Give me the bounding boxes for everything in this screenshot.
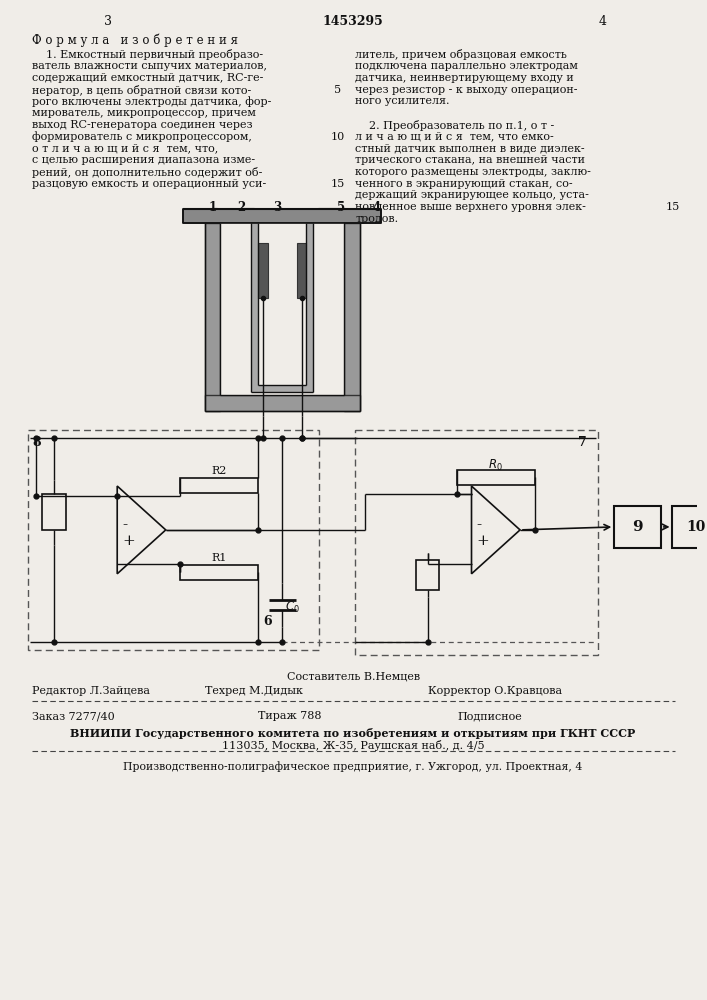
Bar [355, 430, 597, 655]
Bar [251, 385, 314, 392]
Text: 4: 4 [599, 15, 607, 28]
Text: разцовую емкость и операционный уси-: разцовую емкость и операционный уси- [32, 179, 266, 189]
Bar [307, 223, 313, 385]
Text: о т л и ч а ю щ и й с я  тем, что,: о т л и ч а ю щ и й с я тем, что, [32, 143, 218, 153]
Text: Техред М.Дидык: Техред М.Дидык [204, 686, 303, 696]
Text: мирователь, микропроцессор, причем: мирователь, микропроцессор, причем [32, 108, 256, 118]
Text: подключена параллельно электродам: подключена параллельно электродам [355, 61, 578, 71]
Text: R1: R1 [211, 553, 227, 563]
Text: ченного в экранирующий стакан, со-: ченного в экранирующий стакан, со- [355, 179, 573, 189]
Bar [180, 565, 258, 580]
Text: 1: 1 [209, 201, 216, 214]
Text: с целью расширения диапазона изме-: с целью расширения диапазона изме- [32, 155, 255, 165]
Bar [672, 506, 707, 548]
Text: тродов.: тродов. [355, 214, 398, 224]
Text: Составитель В.Немцев: Составитель В.Немцев [286, 672, 420, 682]
Text: 1453295: 1453295 [322, 15, 383, 28]
Bar [204, 395, 360, 411]
Bar [344, 223, 360, 411]
Text: рений, он дополнительно содержит об-: рений, он дополнительно содержит об- [32, 167, 262, 178]
Bar [183, 209, 381, 223]
Text: R2: R2 [211, 466, 227, 476]
Bar [258, 243, 268, 298]
Text: которого размещены электроды, заклю-: которого размещены электроды, заклю- [355, 167, 591, 177]
Text: стный датчик выполнен в виде диэлек-: стный датчик выполнен в виде диэлек- [355, 143, 585, 153]
Text: 3: 3 [103, 15, 112, 28]
Text: трического стакана, на внешней части: трического стакана, на внешней части [355, 155, 585, 165]
Bar [42, 494, 66, 530]
Text: содержащий емкостный датчик, RC-ге-: содержащий емкостный датчик, RC-ге- [32, 73, 263, 83]
Text: $R_0$: $R_0$ [489, 458, 503, 473]
Bar [251, 223, 258, 385]
Text: новленное выше верхнего уровня элек-: новленное выше верхнего уровня элек- [355, 202, 586, 212]
Text: л и ч а ю щ и й с я  тем, что емко-: л и ч а ю щ и й с я тем, что емко- [355, 132, 554, 142]
Text: ного усилителя.: ного усилителя. [355, 96, 450, 106]
Bar [204, 223, 220, 411]
Text: Заказ 7277/40: Заказ 7277/40 [32, 711, 115, 721]
Text: 5: 5 [337, 201, 346, 214]
Text: -: - [122, 518, 127, 532]
Text: 5: 5 [334, 85, 341, 95]
Text: Корректор О.Кравцова: Корректор О.Кравцова [428, 686, 562, 696]
Text: 9: 9 [632, 520, 643, 534]
Bar [614, 506, 661, 548]
Text: Тираж 788: Тираж 788 [258, 711, 322, 721]
Text: +: + [122, 534, 135, 548]
Text: формирователь с микропроцессором,: формирователь с микропроцессором, [32, 132, 252, 142]
Text: датчика, неинвертирующему входу и: датчика, неинвертирующему входу и [355, 73, 574, 83]
Text: 15: 15 [330, 179, 345, 189]
Text: 113035, Москва, Ж-35, Раушская наб., д. 4/5: 113035, Москва, Ж-35, Раушская наб., д. … [222, 740, 484, 751]
Text: Подписное: Подписное [457, 711, 522, 721]
Bar [297, 243, 307, 298]
Text: нератор, в цепь обратной связи кото-: нератор, в цепь обратной связи кото- [32, 85, 251, 96]
Text: литель, причем образцовая емкость: литель, причем образцовая емкость [355, 49, 567, 60]
Text: 6: 6 [263, 615, 271, 628]
Text: +: + [477, 534, 489, 548]
Text: 10: 10 [330, 132, 345, 142]
Bar [220, 223, 344, 395]
Text: держащий экранирующее кольцо, уста-: держащий экранирующее кольцо, уста- [355, 190, 589, 200]
Text: Редактор Л.Зайцева: Редактор Л.Зайцева [32, 686, 150, 696]
Text: 10: 10 [686, 520, 706, 534]
Text: $C_0$: $C_0$ [285, 600, 300, 615]
Bar [180, 478, 258, 493]
Text: рого включены электроды датчика, фор-: рого включены электроды датчика, фор- [32, 96, 271, 107]
Text: 8: 8 [33, 436, 42, 449]
Text: 3: 3 [273, 201, 281, 214]
Text: ВНИИПИ Государственного комитета по изобретениям и открытиям при ГКНТ СССР: ВНИИПИ Государственного комитета по изоб… [71, 728, 636, 739]
Bar [416, 560, 440, 590]
Bar [457, 470, 534, 485]
Bar [258, 223, 308, 385]
Text: Производственно-полиграфическое предприятие, г. Ужгород, ул. Проектная, 4: Производственно-полиграфическое предприя… [124, 761, 583, 772]
Text: 2. Преобразователь по п.1, о т -: 2. Преобразователь по п.1, о т - [355, 120, 554, 131]
Text: 15: 15 [666, 202, 680, 212]
Text: 2: 2 [238, 201, 245, 214]
Text: через резистор - к выходу операцион-: через резистор - к выходу операцион- [355, 85, 578, 95]
Text: 4: 4 [373, 201, 380, 214]
Text: 1. Емкостный первичный преобразо-: 1. Емкостный первичный преобразо- [32, 49, 263, 60]
Text: 7: 7 [578, 436, 587, 449]
Text: выход RC-генератора соединен через: выход RC-генератора соединен через [32, 120, 252, 130]
Bar [28, 430, 319, 650]
Text: Ф о р м у л а   и з о б р е т е н и я: Ф о р м у л а и з о б р е т е н и я [32, 33, 238, 47]
Text: -: - [477, 518, 481, 532]
Text: ватель влажности сыпучих материалов,: ватель влажности сыпучих материалов, [32, 61, 267, 71]
